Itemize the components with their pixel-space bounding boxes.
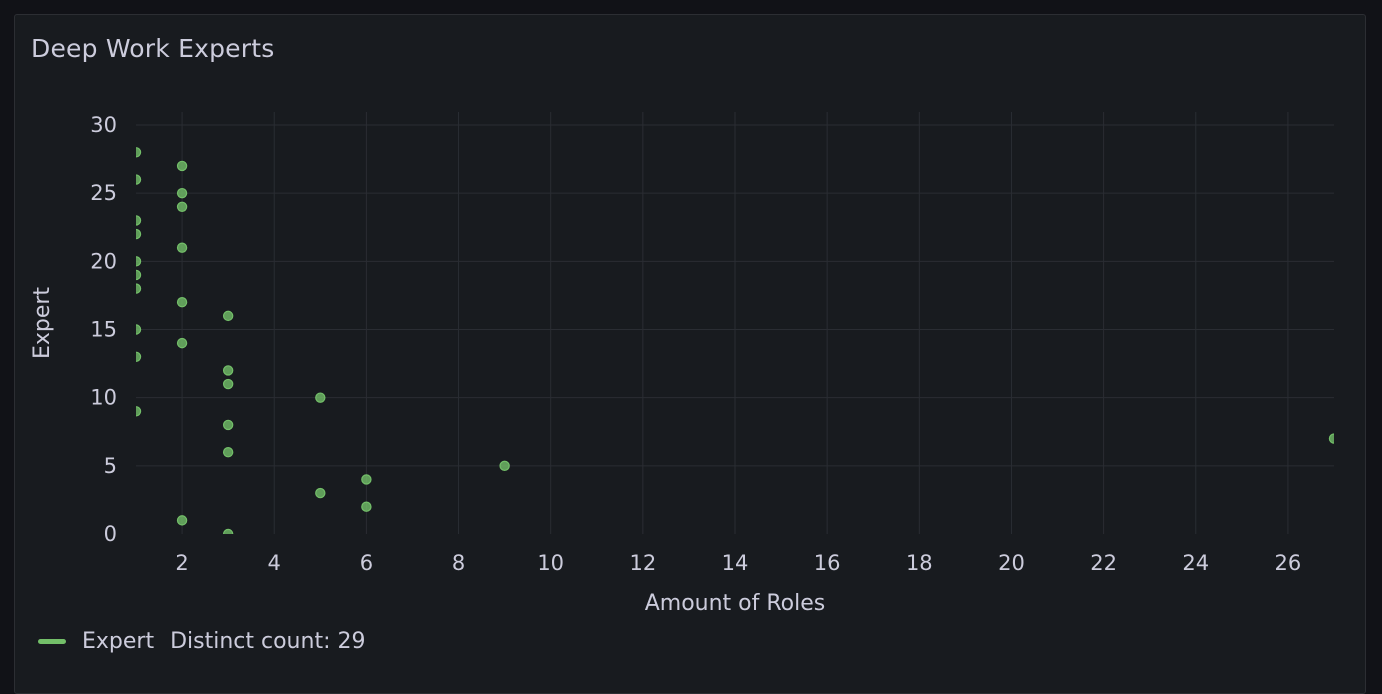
y-tick-label: 0 <box>104 522 117 546</box>
legend-series-name[interactable]: Expert <box>82 629 155 654</box>
x-tick-label: 18 <box>906 551 933 575</box>
data-point[interactable] <box>176 187 188 199</box>
y-tick-label: 30 <box>90 113 117 137</box>
x-tick-label: 8 <box>452 551 465 575</box>
x-tick-label: 26 <box>1275 551 1302 575</box>
x-tick-label: 10 <box>537 551 564 575</box>
data-point[interactable] <box>131 283 142 294</box>
data-points <box>131 147 1338 538</box>
x-tick-label: 12 <box>629 551 656 575</box>
data-point[interactable] <box>176 242 188 253</box>
data-point[interactable] <box>131 406 142 417</box>
data-point[interactable] <box>222 447 234 458</box>
y-tick-label: 10 <box>90 386 117 410</box>
data-point[interactable] <box>222 365 234 376</box>
x-tick-label: 22 <box>1090 551 1117 575</box>
legend-swatch <box>38 639 66 644</box>
data-point[interactable] <box>315 392 326 403</box>
data-point[interactable] <box>176 201 188 212</box>
x-tick-label: 4 <box>268 551 281 575</box>
data-point[interactable] <box>131 215 142 226</box>
y-tick-label: 25 <box>90 181 117 205</box>
y-tick-label: 5 <box>104 454 117 478</box>
data-point[interactable] <box>361 474 372 485</box>
data-point[interactable] <box>361 501 372 512</box>
data-point[interactable] <box>1328 433 1338 444</box>
x-axis-title: Amount of Roles <box>645 591 826 616</box>
data-point[interactable] <box>222 310 234 322</box>
x-tick-label: 6 <box>360 551 373 575</box>
data-point[interactable] <box>131 351 142 362</box>
data-point[interactable] <box>131 147 142 158</box>
data-point[interactable] <box>222 528 234 538</box>
data-point[interactable] <box>131 324 142 335</box>
data-point[interactable] <box>222 419 234 431</box>
data-point[interactable] <box>176 160 188 172</box>
x-axis-ticks: 2 4 6 8 10 12 14 16 18 20 22 24 26 <box>175 551 1301 575</box>
y-axis-ticks: 0 5 10 15 20 25 30 <box>90 113 117 546</box>
data-point[interactable] <box>499 460 510 472</box>
data-point[interactable] <box>315 487 326 499</box>
data-point[interactable] <box>131 269 142 281</box>
x-tick-label: 2 <box>175 551 188 575</box>
x-tick-label: 14 <box>722 551 749 575</box>
y-tick-label: 20 <box>90 249 117 273</box>
x-tick-label: 20 <box>998 551 1025 575</box>
legend[interactable]: Expert Distinct count: 29 <box>38 629 365 654</box>
grid-lines <box>136 112 1334 534</box>
chart-panel: Deep Work Experts <box>14 14 1366 694</box>
y-tick-label: 15 <box>90 318 117 342</box>
x-tick-label: 24 <box>1182 551 1209 575</box>
data-point[interactable] <box>176 515 188 526</box>
data-point[interactable] <box>131 228 142 240</box>
data-point[interactable] <box>131 174 142 185</box>
data-point[interactable] <box>176 337 188 349</box>
panel-title: Deep Work Experts <box>31 34 275 63</box>
data-point[interactable] <box>176 297 188 308</box>
data-point[interactable] <box>222 378 234 390</box>
x-tick-label: 16 <box>814 551 841 575</box>
y-axis-title: Expert <box>30 287 55 359</box>
data-point[interactable] <box>131 256 142 267</box>
legend-distinct-count: Distinct count: 29 <box>170 629 366 654</box>
